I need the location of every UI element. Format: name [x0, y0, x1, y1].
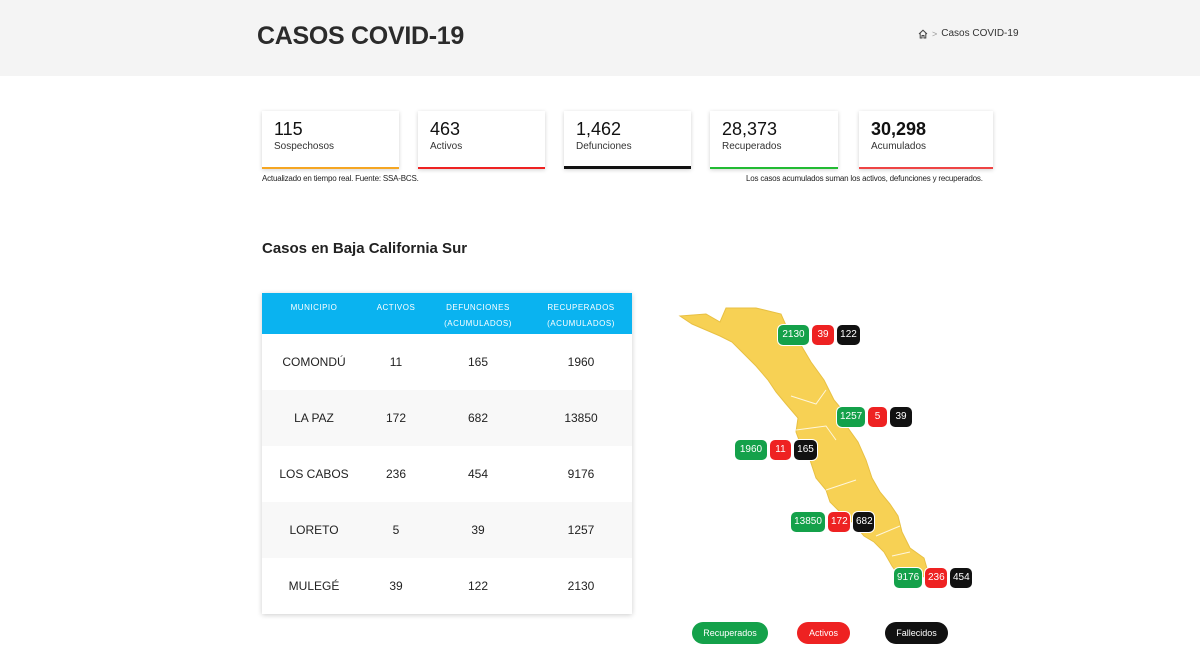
cell-recuperados: 1960: [567, 355, 595, 369]
map-badge-fallecidos-los-cabos: 454: [950, 568, 972, 588]
home-icon[interactable]: [918, 29, 928, 39]
page-title: CASOS COVID-19: [257, 22, 464, 50]
map-badge-recuperados-comondu: 1960: [735, 440, 767, 460]
stat-card-sospechosos: 115 Sospechosos: [262, 111, 399, 169]
section-title: Casos en Baja California Sur: [262, 240, 468, 257]
stat-value: 28,373: [722, 119, 778, 139]
accumulated-note: Los casos acumulados suman los activos, …: [746, 174, 983, 183]
legend-recuperados: Recuperados: [692, 622, 768, 644]
table-row: LORETO 5 39 1257: [262, 502, 632, 558]
breadcrumb-separator: >: [932, 28, 938, 39]
source-note: Actualizado en tiempo real. Fuente: SSA-…: [262, 174, 419, 183]
map-badge-fallecidos-la-paz: 682: [853, 512, 874, 532]
cell-defunciones: 682: [467, 411, 489, 425]
legend-activos: Activos: [797, 622, 850, 644]
cell-municipio: COMONDÚ: [282, 355, 346, 369]
stat-color-bar: [418, 167, 545, 169]
map-badge-activos-loreto: 5: [868, 407, 887, 427]
stat-card-activos: 463 Activos: [418, 111, 545, 169]
cell-activos: 39: [389, 579, 403, 593]
stat-label: Activos: [430, 141, 463, 152]
col-header-activos: ACTIVOS: [376, 303, 416, 312]
stat-card-acumulados: 30,298 Acumulados: [859, 111, 993, 169]
table-row: COMONDÚ 11 165 1960: [262, 334, 632, 390]
cell-defunciones: 165: [467, 355, 489, 369]
stat-color-bar: [262, 167, 399, 169]
map-badge-recuperados-los-cabos: 9176: [894, 568, 922, 588]
cell-municipio: LA PAZ: [294, 411, 334, 425]
map-badge-recuperados-la-paz: 13850: [791, 512, 825, 532]
col-header-defunciones-line2: (ACUMULADOS): [444, 319, 512, 328]
table-row: LOS CABOS 236 454 9176: [262, 446, 632, 502]
breadcrumb: > Casos COVID-19: [918, 28, 1019, 39]
top-header-bar: CASOS COVID-19 > Casos COVID-19: [0, 0, 1200, 76]
bcs-map-shape: [678, 307, 929, 583]
stat-value: 115: [274, 119, 303, 139]
col-header-defunciones-line1: DEFUNCIONES: [446, 303, 510, 312]
map-badge-activos-la-paz: 172: [828, 512, 850, 532]
cell-activos: 11: [389, 355, 403, 369]
cell-activos: 236: [385, 467, 407, 481]
table-row: LA PAZ 172 682 13850: [262, 390, 632, 446]
stat-color-bar: [859, 167, 993, 169]
map-badge-fallecidos-loreto: 39: [890, 407, 912, 427]
cell-municipio: LOS CABOS: [279, 467, 349, 481]
municipality-borders: [790, 389, 911, 557]
cell-defunciones: 454: [467, 467, 489, 481]
stat-card-defunciones: 1,462 Defunciones: [564, 111, 691, 169]
stat-value: 463: [430, 119, 461, 139]
map-badge-recuperados-mulege: 2130: [778, 325, 809, 345]
stat-color-bar: [564, 166, 691, 169]
stat-label: Acumulados: [871, 141, 927, 152]
map-badge-activos-comondu: 11: [770, 440, 791, 460]
legend-fallecidos: Fallecidos: [885, 622, 948, 644]
col-header-defunciones: DEFUNCIONES (ACUMULADOS): [426, 293, 530, 334]
breadcrumb-current: Casos COVID-19: [941, 28, 1019, 39]
cell-defunciones: 39: [471, 523, 485, 537]
stat-label: Sospechosos: [274, 141, 335, 152]
map-badge-recuperados-loreto: 1257: [837, 407, 865, 427]
stat-value: 30,298: [871, 119, 927, 139]
cell-activos: 172: [385, 411, 407, 425]
stat-card-recuperados: 28,373 Recuperados: [710, 111, 838, 169]
cell-defunciones: 122: [467, 579, 489, 593]
cell-recuperados: 13850: [564, 411, 598, 425]
map-badge-fallecidos-mulege: 122: [837, 325, 860, 345]
map-badge-fallecidos-comondu: 165: [794, 440, 817, 460]
cell-municipio: LORETO: [289, 523, 339, 537]
map-badge-activos-mulege: 39: [812, 325, 834, 345]
cell-recuperados: 2130: [567, 579, 595, 593]
stat-color-bar: [710, 167, 838, 169]
cell-recuperados: 1257: [567, 523, 595, 537]
stat-label: Defunciones: [576, 141, 632, 152]
col-header-recuperados-line1: RECUPERADOS: [547, 303, 615, 312]
cell-recuperados: 9176: [567, 467, 595, 481]
col-header-municipio: MUNICIPIO: [290, 303, 338, 312]
col-header-recuperados-line2: (ACUMULADOS): [547, 319, 615, 328]
table-row: MULEGÉ 39 122 2130: [262, 558, 632, 614]
bcs-map: [676, 300, 976, 600]
cell-municipio: MULEGÉ: [288, 579, 340, 593]
table-header: MUNICIPIO ACTIVOS DEFUNCIONES (ACUMULADO…: [262, 293, 632, 334]
stat-label: Recuperados: [722, 141, 782, 152]
stat-value: 1,462: [576, 119, 622, 139]
cases-table: MUNICIPIO ACTIVOS DEFUNCIONES (ACUMULADO…: [262, 293, 632, 614]
map-badge-activos-los-cabos: 236: [925, 568, 947, 588]
cell-activos: 5: [392, 523, 400, 537]
col-header-recuperados: RECUPERADOS (ACUMULADOS): [530, 293, 632, 334]
